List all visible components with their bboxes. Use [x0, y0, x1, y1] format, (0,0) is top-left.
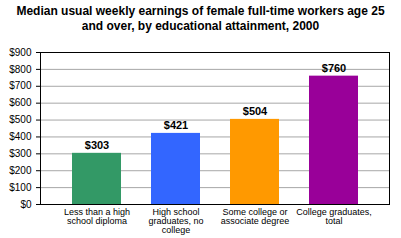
svg-text:$0: $0 [20, 199, 32, 210]
svg-text:$400: $400 [9, 131, 32, 142]
svg-text:$200: $200 [9, 165, 32, 176]
svg-text:Some college orassociate degre: Some college orassociate degree [221, 207, 290, 226]
svg-text:$800: $800 [9, 64, 32, 75]
svg-text:$900: $900 [9, 47, 32, 58]
svg-text:High schoolgraduates, nocolleg: High schoolgraduates, nocollege [148, 207, 203, 235]
svg-text:$300: $300 [9, 148, 32, 159]
svg-text:$100: $100 [9, 182, 32, 193]
html-text:Median usual weekly earnings o: Median usual weekly earnings of female f… [16, 4, 385, 33]
svg-text:College graduates,total: College graduates,total [296, 207, 372, 226]
svg-text:$700: $700 [9, 80, 32, 91]
svg-text:$504: $504 [243, 105, 268, 117]
svg-text:$303: $303 [85, 139, 109, 151]
svg-text:Less than a highschool diploma: Less than a highschool diploma [64, 207, 130, 226]
svg-text:$760: $760 [322, 62, 346, 74]
svg-text:$421: $421 [164, 119, 188, 131]
svg-text:$500: $500 [9, 114, 32, 125]
svg-text:$600: $600 [9, 97, 32, 108]
